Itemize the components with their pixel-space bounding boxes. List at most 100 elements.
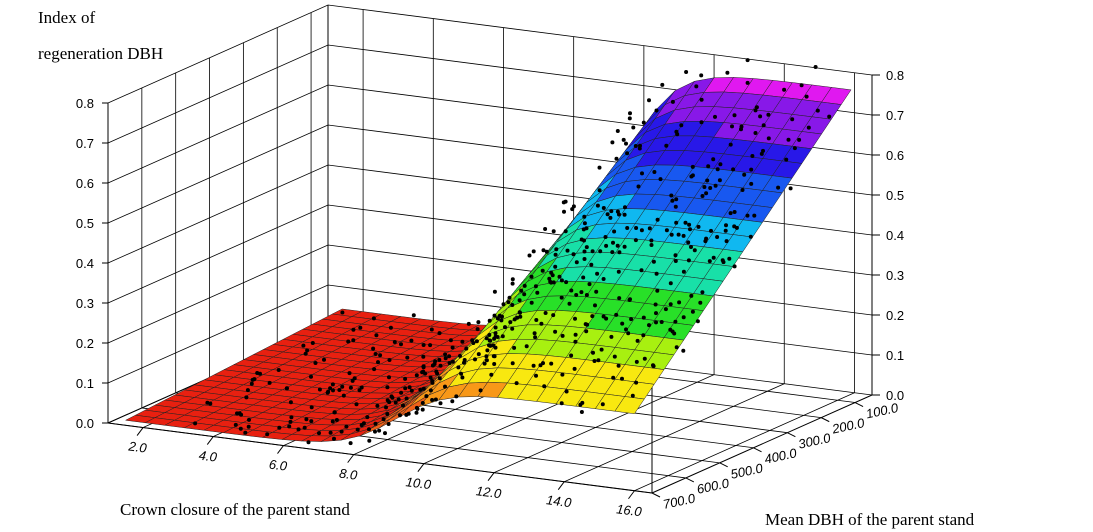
scatter-point [592,359,597,363]
x-tick-label: 6.0 [268,457,289,474]
scatter-point [482,361,487,366]
scatter-point [615,129,620,133]
scatter-point [387,375,391,380]
scatter-point [359,385,364,390]
scatter-point [620,376,624,381]
scatter-point [674,220,679,225]
scatter-point [534,373,538,378]
scatter-point [433,397,438,402]
scatter-point [699,97,704,102]
scatter-point [695,319,700,324]
scatter-point [654,320,658,325]
y-tick-label: 700.0 [662,490,698,512]
x-tick [628,490,635,500]
scatter-point [373,421,378,426]
scatter-point [387,400,392,405]
scatter-point [531,363,536,368]
y-tick [787,432,796,438]
scatter-point [642,356,647,361]
scatter-point [372,367,377,372]
scatter-point [421,386,426,391]
scatter-point [541,361,545,366]
scatter-point [663,307,668,312]
x-tick-label: 8.0 [338,466,359,483]
scatter-point [515,315,520,320]
y-tick-label: 400.0 [763,445,799,467]
y-tick [753,447,762,453]
scatter-point [605,212,610,217]
scatter-point [506,300,511,305]
scatter-point [574,260,579,265]
scatter-point [745,58,750,63]
scatter-point [649,238,654,243]
scatter-point [474,339,479,344]
x-tick-label: 14.0 [545,492,573,510]
scatter-point [640,171,644,176]
scatter-point [560,372,565,377]
scatter-point [437,376,442,381]
scatter-point [622,244,627,249]
scatter-point [244,395,249,400]
z-tick-label-left: 0.8 [76,96,94,111]
scatter-point [725,70,730,75]
scatter-point [346,339,351,344]
scatter-point [493,334,498,339]
scatter-point [487,318,492,323]
scatter-point [448,338,453,343]
scatter-point [717,178,722,183]
scatter-point [331,388,335,393]
scatter-point [447,361,452,366]
scatter-point [466,321,471,326]
scatter-point [617,250,622,255]
scatter-point [634,226,639,230]
scatter-point [414,405,419,410]
scatter-point [573,332,578,337]
scatter-point [630,393,635,398]
scatter-point [649,243,654,247]
scatter-point [641,315,646,320]
scatter-point [450,345,455,350]
y-tick-label: 600.0 [695,475,731,497]
y-axis-label: Mean DBH of the parent stand [765,510,975,529]
scatter-point [361,421,366,426]
z-axis-label-line1: Index of [38,8,95,27]
scatter-point [376,360,380,365]
scatter-point [476,352,481,357]
scatter-point [610,140,615,145]
scatter-point [373,429,377,434]
scatter-point [411,313,416,318]
scatter-point [679,123,684,128]
scatter-point [731,167,736,172]
scatter-point [655,288,660,293]
scatter-point [510,277,515,282]
scatter-point [371,316,376,321]
scatter-point [309,374,313,379]
scatter-point [313,361,318,365]
scatter-point [535,290,540,295]
scatter-point [705,178,710,183]
scatter-point [626,331,631,336]
scatter-point [557,274,562,279]
scatter-point [508,320,513,325]
scatter-point [699,120,704,125]
scatter-point [583,322,588,327]
scatter-point [584,226,589,231]
scatter-point [398,413,402,418]
scatter-point [438,363,443,368]
scatter-point [689,293,694,298]
scatter-point [611,240,615,245]
scatter-point [584,329,589,334]
scatter-point [330,419,335,424]
scatter-point [587,282,592,287]
scatter-point [815,108,820,113]
z-tick-label-left: 0.1 [76,376,94,391]
scatter-point [438,401,443,406]
scatter-point [688,227,692,232]
scatter-point [409,388,414,393]
scatter-point [454,394,459,399]
scatter-point [550,273,555,278]
scatter-point [421,343,426,347]
scatter-point [603,235,608,239]
scatter-point [570,207,575,212]
z-axis-label-line2: regeneration DBH [38,44,163,63]
